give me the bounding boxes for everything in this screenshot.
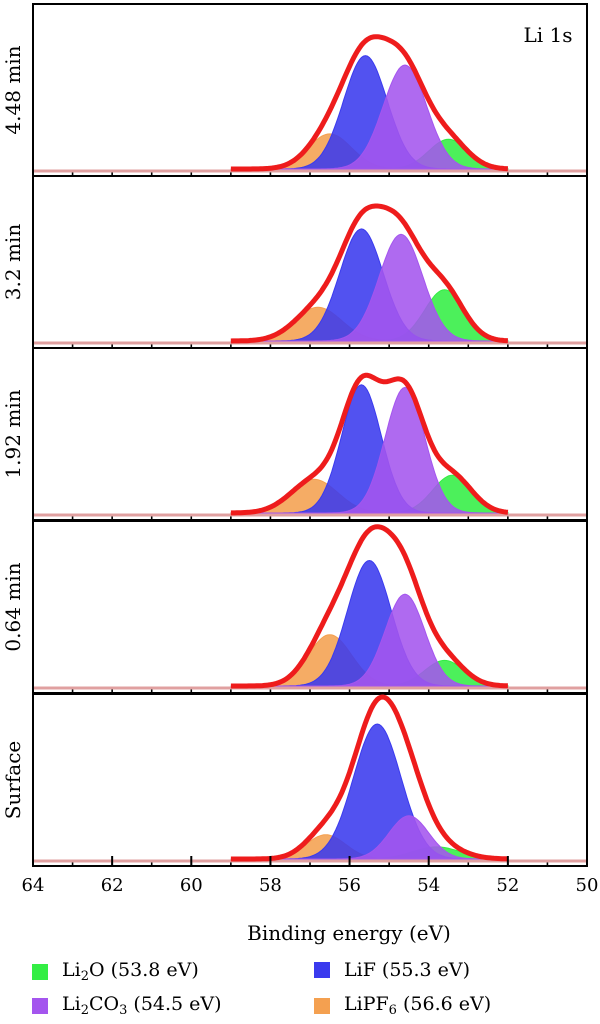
legend-text-lif: LiF (55.3 eV) — [344, 959, 471, 981]
legend-swatch-li2co3 — [32, 997, 48, 1014]
x-axis: 64 62 60 58 56 54 52 50 — [22, 856, 599, 896]
legend-text-lipf6: LiPF6 (56.6 eV) — [344, 993, 492, 1018]
x-axis-title: Binding energy (eV) — [247, 921, 451, 945]
legend-text-li2co3: Li2CO3 (54.5 eV) — [62, 993, 222, 1018]
panel-4: 0.64 min — [1, 520, 588, 694]
legend-swatch-lipf6 — [314, 997, 330, 1014]
panel-label: 1.92 min — [1, 389, 25, 478]
x-tick-label: 62 — [101, 875, 124, 896]
panel-5: Surface — [1, 693, 588, 867]
corner-label: Li 1s — [523, 23, 572, 47]
legend-swatch-lif — [314, 962, 330, 978]
x-tick-label: 60 — [180, 875, 203, 896]
legend-item-lipf6: LiPF6 (56.6 eV) — [314, 993, 491, 1018]
x-tick-label: 58 — [259, 875, 282, 896]
x-tick-label: 54 — [417, 875, 440, 896]
peak-li2co3 — [230, 593, 508, 687]
legend-item-li2co3: Li2CO3 (54.5 eV) — [32, 993, 222, 1018]
legend: Li2O (53.8 eV) LiF (55.3 eV) Li2CO3 (54.… — [32, 955, 592, 1023]
panels-group: 4.48 min 3.2 min 1.92 min 0.64 min Surface — [1, 3, 588, 867]
panel-label: 4.48 min — [1, 45, 25, 134]
envelope-line — [230, 203, 509, 344]
panel-label: 0.64 min — [1, 562, 25, 651]
panel-2: 3.2 min — [1, 175, 588, 349]
envelope-line — [230, 524, 509, 689]
x-tick-label: 56 — [338, 875, 361, 896]
peak-lif — [230, 723, 508, 860]
envelope-line — [230, 34, 509, 172]
x-tick-label: 64 — [22, 875, 45, 896]
peak-li2co3 — [230, 386, 508, 514]
peak-li2co3 — [230, 233, 508, 342]
panel-3: 1.92 min — [1, 347, 588, 521]
x-tick-label: 50 — [576, 875, 599, 896]
x-tick-label: 52 — [496, 875, 519, 896]
legend-item-lif: LiF (55.3 eV) — [314, 959, 470, 981]
legend-item-li2o: Li2O (53.8 eV) — [32, 959, 199, 984]
panel-1: 4.48 min — [1, 3, 588, 177]
xps-stacked-chart: 4.48 min 3.2 min 1.92 min 0.64 min Surface 6… — [1, 3, 599, 945]
panel-label: 3.2 min — [1, 224, 25, 301]
panel-label: Surface — [1, 741, 25, 820]
envelope-line — [230, 372, 509, 516]
legend-swatch-li2o — [32, 963, 48, 980]
legend-text-li2o: Li2O (53.8 eV) — [62, 959, 199, 984]
envelope-line — [230, 694, 509, 862]
